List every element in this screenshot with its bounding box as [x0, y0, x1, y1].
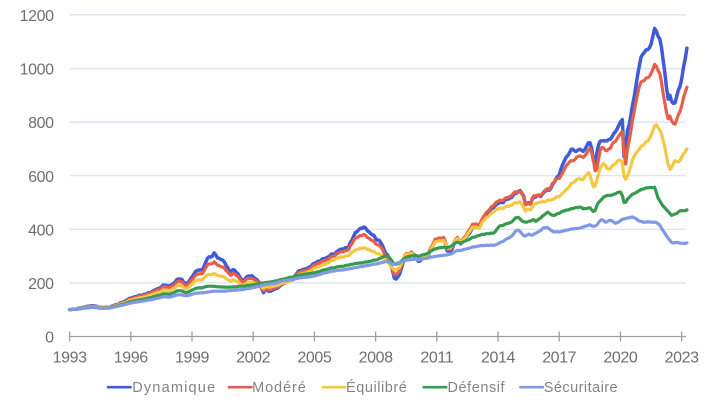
svg-text:Équilibré: Équilibré [346, 379, 407, 396]
svg-text:Dynamique: Dynamique [132, 380, 216, 396]
svg-text:2023: 2023 [665, 350, 699, 367]
svg-text:2020: 2020 [603, 350, 637, 367]
svg-text:1000: 1000 [20, 62, 54, 79]
svg-text:2002: 2002 [236, 350, 270, 367]
svg-text:1996: 1996 [114, 350, 148, 367]
svg-text:Défensif: Défensif [448, 380, 506, 396]
svg-text:2005: 2005 [297, 350, 331, 367]
svg-text:1200: 1200 [20, 8, 54, 25]
svg-text:1993: 1993 [53, 350, 87, 367]
svg-text:1999: 1999 [175, 350, 209, 367]
svg-text:0: 0 [45, 330, 54, 347]
svg-text:2017: 2017 [542, 350, 576, 367]
svg-text:Sécuritaire: Sécuritaire [544, 380, 618, 396]
svg-text:2008: 2008 [359, 350, 393, 367]
svg-text:2011: 2011 [420, 350, 453, 367]
svg-text:Modéré: Modéré [252, 380, 307, 396]
svg-text:2014: 2014 [481, 350, 515, 367]
svg-text:600: 600 [28, 169, 54, 186]
svg-text:200: 200 [28, 276, 54, 293]
svg-text:800: 800 [28, 115, 54, 132]
svg-text:400: 400 [28, 222, 54, 239]
